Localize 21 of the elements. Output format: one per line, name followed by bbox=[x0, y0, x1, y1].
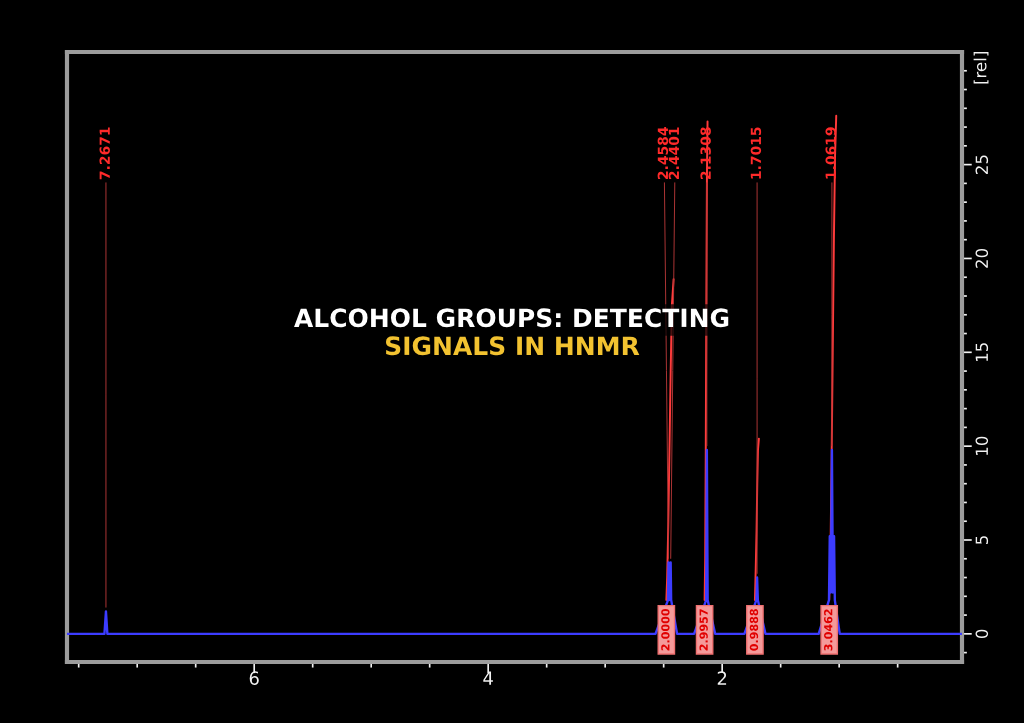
x-tick-label: 2 bbox=[717, 671, 727, 685]
y-axis-title: [rel] bbox=[973, 52, 989, 84]
y-tick-label: 5 bbox=[975, 536, 989, 545]
annotation: 2.0000 bbox=[661, 608, 670, 651]
annotation: 2.9957 bbox=[699, 609, 708, 651]
y-tick-label: 10 bbox=[975, 436, 989, 455]
y-tick-label: 0 bbox=[975, 629, 989, 639]
y-tick-label: 25 bbox=[975, 155, 989, 174]
annotation: 2.4401 bbox=[668, 127, 680, 179]
y-tick-label: 20 bbox=[975, 248, 989, 268]
annotation: 2.4584 bbox=[657, 127, 669, 179]
annotation: 3.0462 bbox=[824, 609, 833, 651]
annotation: 1.7015 bbox=[750, 127, 762, 179]
annotation: 1.0619 bbox=[825, 127, 836, 179]
text: ALCOHOL GROUPS: DETECTING SIGNALS IN HNMR bbox=[294, 308, 729, 356]
x-tick-label: 4 bbox=[483, 671, 493, 685]
annotation: 2.1308 bbox=[700, 127, 711, 179]
annotation: 0.9888 bbox=[749, 609, 759, 651]
x-tick-label: 6 bbox=[249, 671, 259, 685]
annotation: 7.2671 bbox=[99, 127, 110, 180]
y-tick-label: 15 bbox=[975, 343, 989, 362]
